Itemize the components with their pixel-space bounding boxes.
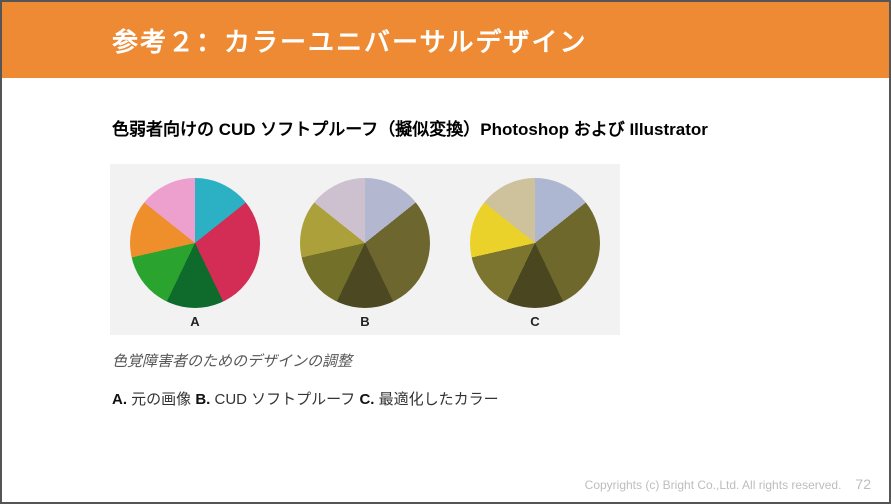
pie-box-a: A [130, 178, 260, 329]
slide: 参考２：カラーユニバーサルデザイン 色弱者向けの CUD ソフトプルーフ（擬似変… [0, 0, 891, 504]
legend-b-text: CUD ソフトプルーフ [210, 391, 359, 408]
copyright-text: Copyrights (c) Bright Co.,Ltd. All right… [585, 478, 842, 492]
page-number: 72 [855, 476, 871, 492]
pie-label-a: A [190, 314, 199, 329]
pie-chart-c [470, 178, 600, 308]
pie-chart-b [300, 178, 430, 308]
slide-title: 参考２：カラーユニバーサルデザイン [112, 22, 587, 59]
pie-box-c: C [470, 178, 600, 329]
caption-italic: 色覚障害者のためのデザインの調整 [112, 350, 352, 371]
legend-b-label: B. [195, 391, 210, 408]
subtitle: 色弱者向けの CUD ソフトプルーフ（擬似変換）Photoshop および Il… [112, 115, 708, 140]
legend-a-label: A. [112, 391, 127, 408]
title-bar: 参考２：カラーユニバーサルデザイン [2, 2, 889, 78]
pie-row: A B C [130, 178, 600, 329]
legend-a-text: 元の画像 [127, 391, 195, 408]
pie-label-c: C [530, 314, 539, 329]
pie-label-b: B [360, 314, 369, 329]
footer: Copyrights (c) Bright Co.,Ltd. All right… [585, 476, 871, 492]
legend-c-text: 最適化したカラー [374, 391, 498, 408]
legend-c-label: C. [359, 391, 374, 408]
chart-panel: A B C [110, 164, 620, 335]
caption-legend: A. 元の画像 B. CUD ソフトプルーフ C. 最適化したカラー [112, 388, 499, 409]
pie-chart-a [130, 178, 260, 308]
pie-box-b: B [300, 178, 430, 329]
